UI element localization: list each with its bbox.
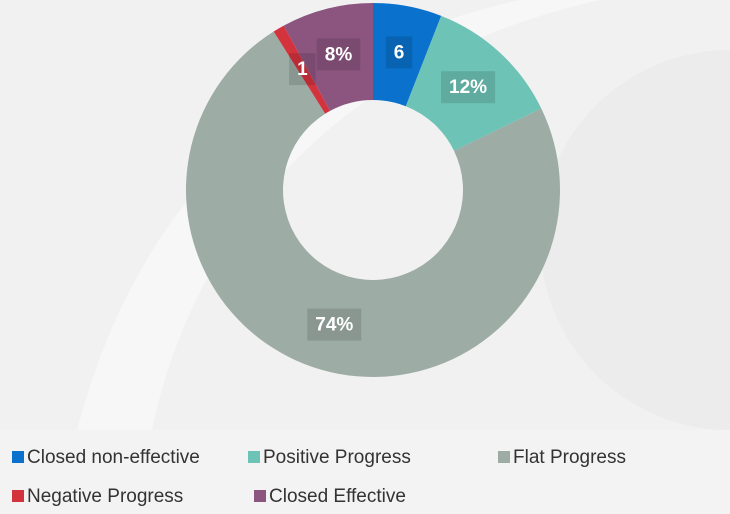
label-box bbox=[441, 71, 496, 104]
decor bbox=[540, 50, 730, 430]
legend-label: Closed non-effective bbox=[27, 447, 200, 468]
legend-label: Negative Progress bbox=[27, 486, 183, 507]
legend-swatch bbox=[12, 490, 24, 502]
legend-swatch bbox=[248, 451, 260, 463]
data-label: 74% bbox=[315, 315, 353, 336]
data-label: 6 bbox=[394, 42, 405, 63]
slice bbox=[273, 25, 331, 114]
legend-label: Flat Progress bbox=[513, 447, 626, 468]
label-box bbox=[316, 38, 361, 71]
legend-label: Positive Progress bbox=[263, 447, 411, 468]
legend-swatch bbox=[12, 451, 24, 463]
data-label: 8% bbox=[325, 44, 353, 65]
data-label: 1 bbox=[297, 59, 308, 80]
legend-swatch bbox=[498, 451, 510, 463]
label-box bbox=[307, 308, 362, 341]
legend-swatch bbox=[254, 490, 266, 502]
data-label: 12% bbox=[449, 77, 487, 98]
label-box bbox=[385, 36, 413, 69]
legend-bg bbox=[0, 430, 730, 514]
slice bbox=[185, 31, 560, 377]
label-box bbox=[289, 53, 316, 86]
slice bbox=[405, 15, 542, 151]
legend-label: Closed Effective bbox=[269, 486, 406, 507]
slice bbox=[373, 3, 442, 107]
slice bbox=[283, 3, 373, 111]
